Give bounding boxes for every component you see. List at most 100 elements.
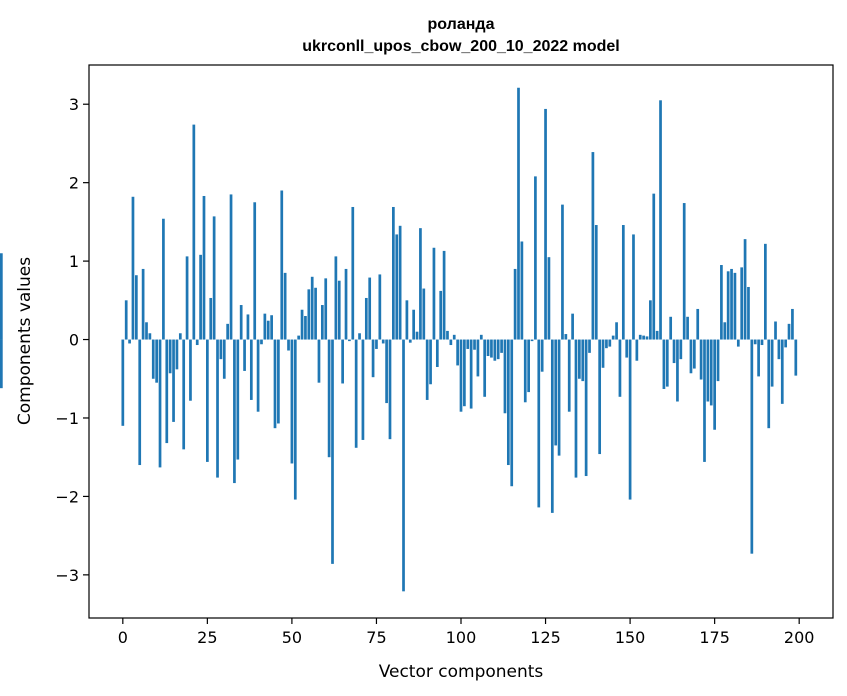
bar-161 <box>665 339 669 387</box>
bar-50 <box>290 339 294 464</box>
bar-15 <box>172 339 175 422</box>
bar-85 <box>408 339 412 343</box>
bar-9 <box>151 339 155 379</box>
bar-45 <box>273 339 277 429</box>
bar-197 <box>787 323 791 340</box>
y-axis-label: Components values <box>15 257 35 425</box>
bar-42 <box>263 313 267 340</box>
bar-77 <box>381 339 385 344</box>
bar-134 <box>574 339 578 478</box>
bar-79 <box>388 339 392 440</box>
bar-165 <box>679 339 683 360</box>
bar-156 <box>649 300 652 340</box>
bar-149 <box>625 339 629 358</box>
y-tick-label: −3 <box>55 566 79 585</box>
bar-83 <box>402 339 405 592</box>
bar-180 <box>730 268 733 340</box>
bar-150 <box>628 339 632 500</box>
bar-65 <box>341 339 344 384</box>
bar-175 <box>713 339 716 430</box>
bar-53 <box>300 309 304 340</box>
bar-62 <box>331 339 334 564</box>
bar-187 <box>753 339 757 345</box>
x-tick-label: 100 <box>446 628 477 647</box>
bar-27 <box>212 216 216 340</box>
bar-122 <box>534 176 537 340</box>
bar-148 <box>621 225 625 340</box>
bar-98 <box>452 334 456 340</box>
bar-126 <box>547 257 551 340</box>
bar-109 <box>490 339 493 358</box>
chart-subtitle: ukrconll_upos_cbow_200_10_2022 model <box>302 38 619 55</box>
bar-28 <box>216 339 219 478</box>
bar-80 <box>392 206 395 340</box>
bar-166 <box>682 203 686 340</box>
bar-132 <box>567 339 571 412</box>
x-tick-label: 25 <box>197 628 217 647</box>
bar-106 <box>479 334 483 340</box>
y-tick-label: 3 <box>69 95 79 114</box>
bar-133 <box>571 313 574 340</box>
chart-title: роланда <box>428 16 495 33</box>
bar-125 <box>544 108 547 340</box>
bar-185 <box>747 286 750 340</box>
bar-110 <box>493 339 497 361</box>
bar-96 <box>446 330 449 340</box>
bar-88 <box>419 228 422 340</box>
bar-181 <box>733 272 737 340</box>
bar-26 <box>209 297 213 340</box>
bar-13 <box>165 339 169 444</box>
bar-2 <box>128 339 131 344</box>
bar-67 <box>348 339 351 342</box>
bar-49 <box>287 339 290 351</box>
bar-186 <box>750 339 754 554</box>
bar-158 <box>655 330 659 340</box>
bar-3 <box>131 196 135 340</box>
bar-177 <box>720 265 723 340</box>
bar-179 <box>726 271 730 340</box>
bar-5 <box>138 339 142 466</box>
bar-36 <box>243 339 246 371</box>
bar-22 <box>195 339 199 346</box>
bar-101 <box>463 339 466 407</box>
bar-144 <box>608 339 612 347</box>
bar-40 <box>256 339 260 412</box>
bar-199 <box>794 339 798 376</box>
bar-81 <box>395 234 399 340</box>
bar-46 <box>277 339 280 424</box>
bar-24 <box>202 195 206 340</box>
bar-37 <box>246 314 250 340</box>
bar-44 <box>270 315 273 340</box>
bar-127 <box>550 339 554 513</box>
bar-198 <box>791 308 794 340</box>
bar-47 <box>280 190 284 340</box>
bar-92 <box>432 247 436 340</box>
bar-66 <box>344 268 348 340</box>
bar-57 <box>314 287 317 340</box>
bar-190 <box>764 243 767 340</box>
bar-140 <box>594 225 598 340</box>
bar-10 <box>155 339 158 383</box>
x-axis-label: Vector components <box>379 662 544 682</box>
x-tick-label: 150 <box>615 628 646 647</box>
bar-105 <box>476 339 480 377</box>
bar-11 <box>158 339 162 468</box>
bar-95 <box>442 250 446 340</box>
bar-32 <box>229 194 233 340</box>
bar-131 <box>564 334 568 340</box>
bar-33 <box>233 339 236 484</box>
bar-107 <box>483 339 487 397</box>
bar-116 <box>513 268 517 340</box>
bar-48 <box>283 272 287 340</box>
bar-71 <box>361 339 365 440</box>
bar-188 <box>757 339 760 377</box>
x-tick-label: 0 <box>118 628 128 647</box>
bar-191 <box>767 339 771 429</box>
bar-176 <box>716 339 720 382</box>
bar-86 <box>412 309 416 340</box>
bar-124 <box>540 339 544 372</box>
bar-63 <box>334 256 338 340</box>
bar-152 <box>635 339 639 361</box>
bar-76 <box>378 274 382 340</box>
bar-94 <box>439 290 443 340</box>
